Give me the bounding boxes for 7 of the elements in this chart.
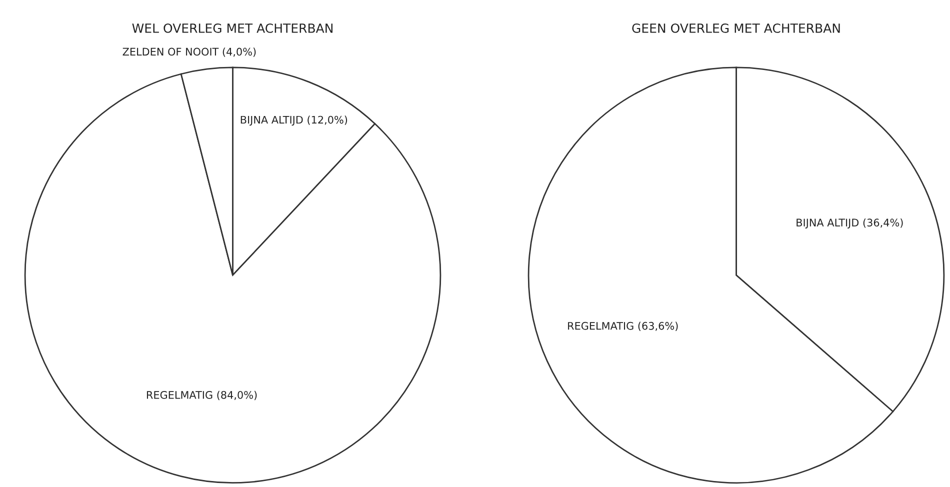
slice-label: REGELMATIG (63,6%) [568, 322, 678, 332]
chart-title: WEL OVERLEG MET ACHTERBAN [132, 23, 332, 33]
slice-label: BIJNA ALTIJD (12,0%) [240, 116, 348, 126]
slice-label: BIJNA ALTIJD (36,4%) [796, 218, 903, 228]
chart-title: GEEN OVERLEG MET ACHTERBAN [632, 23, 840, 33]
slice-label: REGELMATIG (84,0%) [146, 390, 257, 400]
slice-label: ZELDEN OF NOOIT (4,0%) [122, 48, 256, 57]
